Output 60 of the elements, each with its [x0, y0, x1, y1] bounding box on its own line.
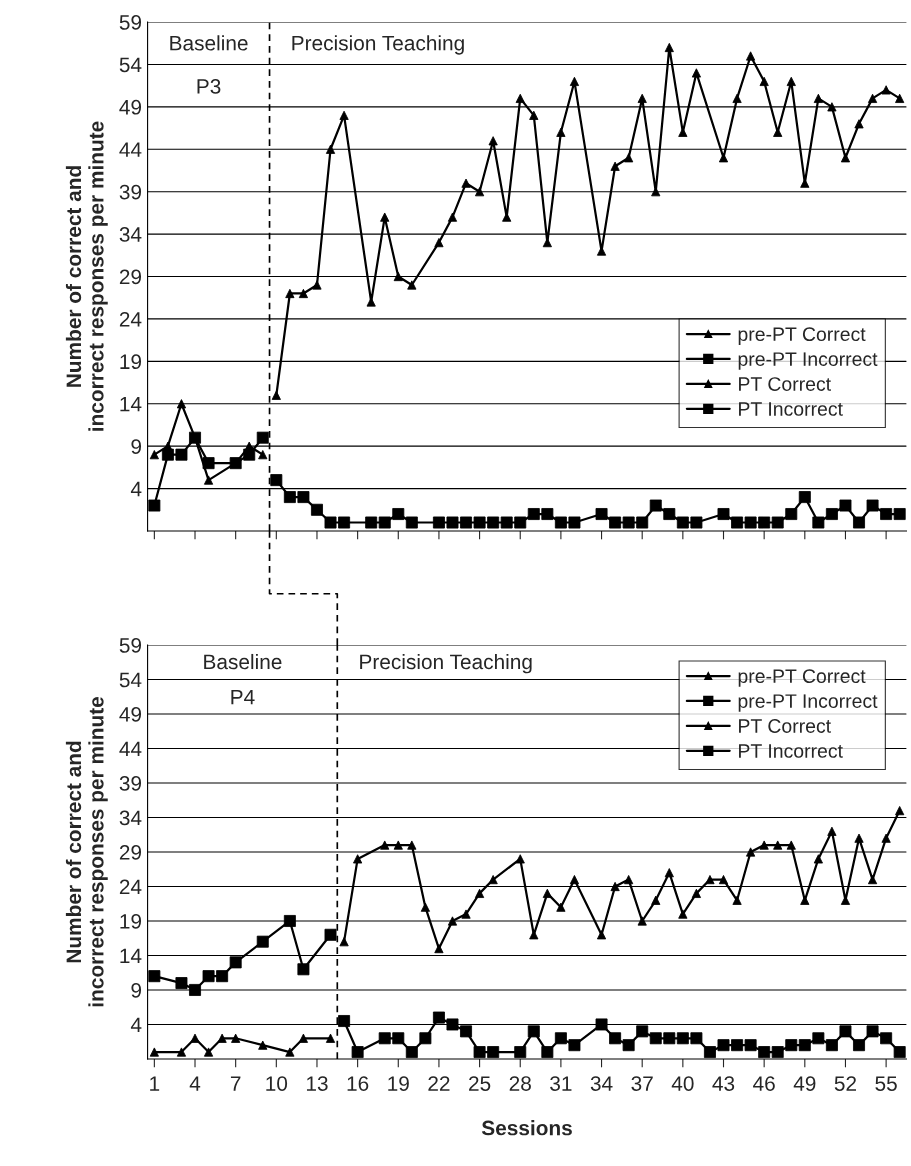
y-tick-label: 44 [119, 741, 142, 757]
y-tick-label: 19 [120, 913, 142, 929]
y-tick-label: 39 [119, 184, 142, 200]
legend-label: PT Correct [739, 719, 831, 733]
x-tick-label: 25 [469, 1076, 491, 1091]
legend-label: PT Incorrect [739, 744, 843, 758]
annotation: P3 [197, 79, 221, 94]
x-tick-label: 28 [509, 1076, 531, 1091]
y-tick-label: 54 [119, 672, 142, 688]
annotation: Precision Teaching [292, 35, 464, 55]
x-tick-label: 34 [590, 1076, 613, 1091]
x-tick-label: 52 [834, 1076, 857, 1091]
x-tick-label: 19 [388, 1076, 409, 1091]
y-tick-label: 19 [120, 354, 142, 370]
x-tick-label: 55 [875, 1076, 897, 1091]
legend-label: PT Correct [739, 377, 831, 391]
legend-label: pre-PT Correct [738, 327, 866, 345]
legend-label: pre-PT Incorrect [738, 694, 878, 712]
x-tick-label: 43 [712, 1076, 735, 1091]
y-tick-label: 44 [119, 142, 142, 157]
y-tick-label: 24 [119, 311, 142, 327]
y-tick-label: 49 [119, 707, 142, 722]
x-tick-label: 10 [266, 1076, 288, 1091]
y-tick-label: 24 [119, 879, 142, 895]
y-tick-label: 14 [120, 396, 142, 412]
y-tick-label: 29 [119, 269, 142, 285]
y-tick-label: 49 [119, 99, 142, 115]
x-tick-label: 1 [150, 1076, 160, 1091]
x-tick-label: 40 [671, 1076, 694, 1091]
legend-label: pre-PT Correct [738, 669, 866, 687]
y-axis-title: Number of correct and incorrect responses per minute [65, 121, 108, 431]
annotation: Baseline [204, 653, 282, 670]
y-tick-label: 9 [131, 982, 142, 998]
x-tick-label: 31 [550, 1076, 572, 1091]
x-tick-label: 37 [631, 1076, 653, 1091]
legend-label: PT Incorrect [739, 402, 843, 416]
annotation: Precision Teaching [360, 653, 532, 674]
y-tick-label: 54 [119, 57, 142, 73]
y-tick-label: 14 [120, 948, 142, 964]
x-tick-label: 16 [347, 1076, 369, 1091]
y-tick-label: 59 [119, 15, 142, 30]
y-tick-label: 4 [130, 481, 142, 497]
x-tick-label: 46 [753, 1076, 775, 1091]
x-tick-label: 49 [793, 1076, 816, 1091]
x-tick-label: 7 [230, 1076, 241, 1091]
annotation: P4 [231, 689, 255, 705]
x-tick-label: 4 [189, 1076, 201, 1091]
y-tick-label: 29 [119, 845, 142, 860]
y-tick-label: 34 [119, 227, 142, 242]
annotation: Baseline [170, 35, 248, 51]
y-axis-title: Number of correct and incorrect responses per minute [65, 696, 108, 1007]
x-axis-title: Sessions [481, 1120, 572, 1136]
y-tick-label: 39 [119, 776, 142, 791]
y-tick-label: 4 [130, 1017, 142, 1033]
y-tick-label: 59 [119, 638, 142, 653]
y-tick-label: 9 [131, 439, 142, 454]
y-tick-label: 34 [119, 810, 142, 826]
legend-label: pre-PT Incorrect [738, 352, 878, 370]
x-tick-label: 22 [428, 1076, 450, 1091]
x-tick-label: 13 [306, 1076, 328, 1091]
